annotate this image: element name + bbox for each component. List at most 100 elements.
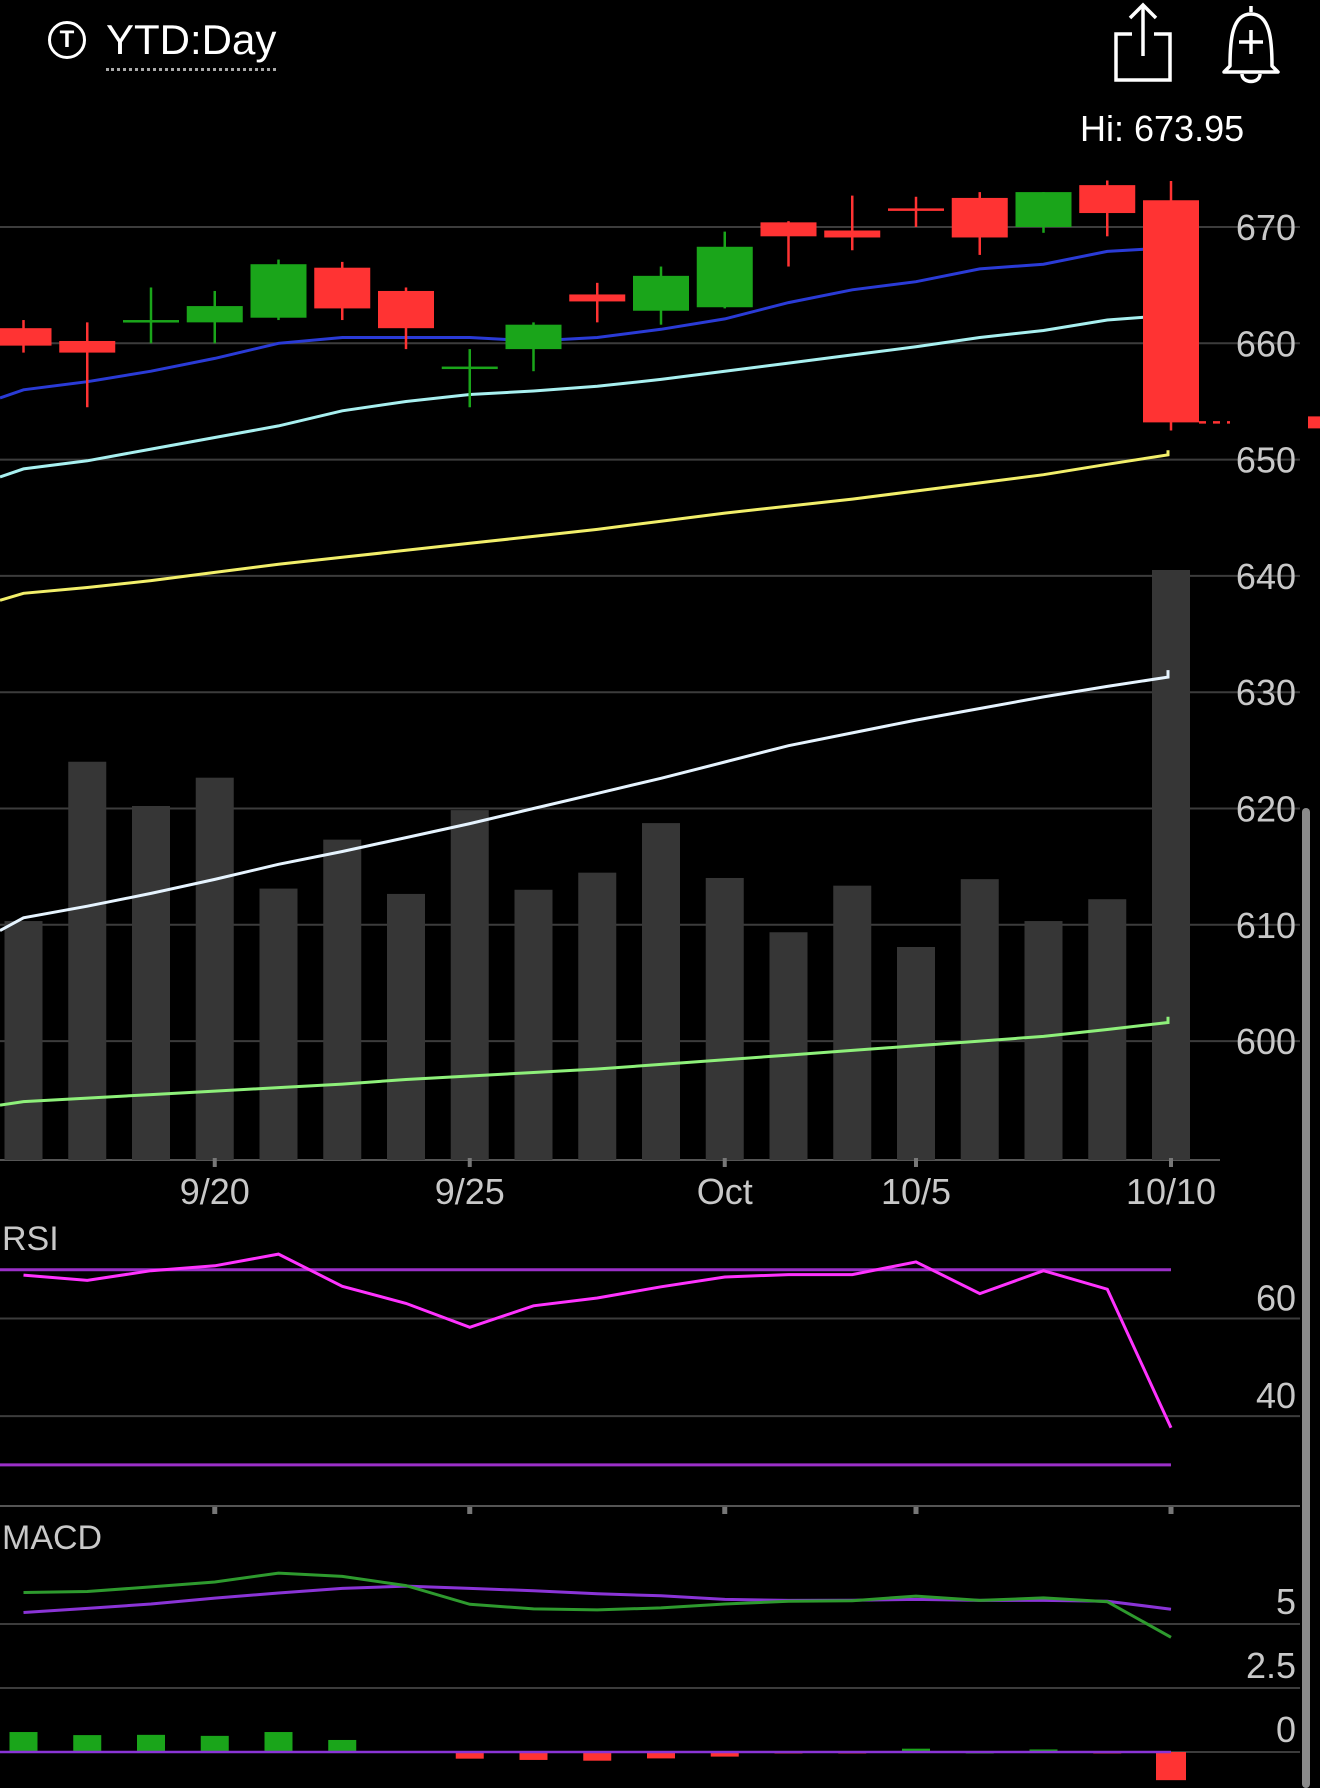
candle-body xyxy=(0,328,52,346)
date-tick-label: 9/25 xyxy=(435,1171,505,1212)
volume-bar xyxy=(4,921,43,1160)
price-tick-label: 650 xyxy=(1236,440,1296,481)
macd-tick-label: 0 xyxy=(1276,1709,1296,1750)
volume-bar xyxy=(68,761,107,1160)
price-tick-label: 640 xyxy=(1236,556,1296,597)
moving-average-line xyxy=(0,313,1170,479)
candle xyxy=(1079,180,1136,237)
date-axis: 9/20 9/25 Oct 10/5 10/10 xyxy=(180,1158,1216,1514)
volume-bar xyxy=(1024,921,1063,1160)
macd-line xyxy=(23,1571,1172,1639)
moving-average-lines xyxy=(0,246,1320,1107)
candle xyxy=(696,231,753,309)
macd-title: MACD xyxy=(2,1519,102,1557)
macd-histogram-bar xyxy=(9,1732,38,1752)
volume-bar xyxy=(960,879,999,1160)
volume-bar xyxy=(833,885,872,1160)
candle xyxy=(824,195,881,251)
candle xyxy=(760,221,817,267)
moving-average-line xyxy=(0,670,1170,932)
candle xyxy=(378,287,434,350)
candle xyxy=(888,196,944,227)
volume-bar xyxy=(132,806,170,1160)
price-tick-label: 620 xyxy=(1236,789,1296,830)
candle xyxy=(1015,192,1072,233)
ticker-type-icon: T xyxy=(48,21,86,59)
macd-histogram-bar xyxy=(647,1752,675,1759)
add-alert-button[interactable] xyxy=(1218,0,1284,84)
share-button[interactable] xyxy=(1110,0,1176,84)
rsi-line xyxy=(23,1252,1173,1429)
candle xyxy=(569,282,626,323)
volume-bars xyxy=(4,570,1190,1160)
candle-body xyxy=(186,306,243,323)
rsi-tick-label: 60 xyxy=(1256,1278,1296,1319)
macd-histogram-bar xyxy=(902,1748,930,1752)
price-tick-label: 660 xyxy=(1236,323,1296,364)
macd-histogram-bar xyxy=(710,1752,739,1757)
macd-histogram-bar xyxy=(583,1752,612,1761)
candle-body xyxy=(250,264,307,318)
price-axis: 600 610 620 630 640 650 660 670 xyxy=(1236,207,1296,1062)
rsi-tick-label: 40 xyxy=(1256,1375,1296,1416)
candle-body xyxy=(1015,192,1072,227)
volume-bar xyxy=(1152,570,1190,1160)
candle xyxy=(123,287,179,344)
rsi-title: RSI xyxy=(2,1220,59,1258)
candle xyxy=(1143,181,1199,431)
moving-average-line xyxy=(0,450,1170,602)
volume-bar xyxy=(705,877,744,1160)
date-tick-label: 10/10 xyxy=(1126,1171,1216,1212)
chart-scrollbar[interactable] xyxy=(1302,808,1310,1788)
candle-body xyxy=(1079,185,1136,214)
candle-body xyxy=(569,294,626,302)
candle-body xyxy=(378,290,434,329)
volume-bar xyxy=(769,932,808,1160)
candle-body xyxy=(505,324,562,350)
candle-body xyxy=(1143,200,1199,423)
candle-body xyxy=(59,340,116,353)
candle xyxy=(951,192,1008,255)
volume-bar xyxy=(642,823,680,1160)
candlesticks xyxy=(0,180,1199,431)
macd-tick-label: 5 xyxy=(1276,1581,1296,1622)
volume-bar xyxy=(578,872,617,1160)
chart-header: T YTD:Day Hi: 673.95 xyxy=(0,0,1320,149)
moving-average-line xyxy=(0,246,1170,400)
macd-histogram-bar xyxy=(328,1739,357,1752)
volume-bar xyxy=(514,889,553,1160)
candle-body xyxy=(760,222,817,237)
macd-histogram-bar xyxy=(519,1752,548,1760)
volume-bar xyxy=(387,893,425,1160)
date-tick-label: 9/20 xyxy=(180,1171,250,1212)
macd-histogram-bar xyxy=(1029,1749,1058,1752)
candle-body xyxy=(951,197,1008,238)
date-tick-label: Oct xyxy=(697,1171,753,1212)
macd-histogram-bar xyxy=(455,1752,484,1759)
volume-bar xyxy=(450,810,489,1160)
price-tick-label: 630 xyxy=(1236,672,1296,713)
volume-bar xyxy=(259,888,298,1160)
macd-histogram-bar xyxy=(137,1734,165,1752)
share-icon xyxy=(1114,2,1172,82)
price-tick-label: 670 xyxy=(1236,207,1296,248)
rsi-panel: RSI 60 40 xyxy=(0,1220,1300,1507)
candle-body xyxy=(314,267,371,309)
candle-body xyxy=(696,246,753,308)
date-tick-label: 10/5 xyxy=(881,1171,951,1212)
candle xyxy=(186,290,243,344)
period-selector[interactable]: YTD:Day xyxy=(106,14,277,71)
moving-average-line xyxy=(0,1016,1170,1107)
candle xyxy=(59,322,116,408)
candle xyxy=(0,320,52,353)
candle-body xyxy=(824,230,881,238)
candle-body xyxy=(123,320,179,323)
bell-plus-icon xyxy=(1222,6,1280,84)
macd-histogram-bar xyxy=(1156,1752,1186,1781)
candle xyxy=(505,322,562,372)
candle xyxy=(633,266,689,325)
candle xyxy=(314,261,371,321)
last-close-marker xyxy=(1308,416,1320,429)
price-tick-label: 600 xyxy=(1236,1021,1296,1062)
